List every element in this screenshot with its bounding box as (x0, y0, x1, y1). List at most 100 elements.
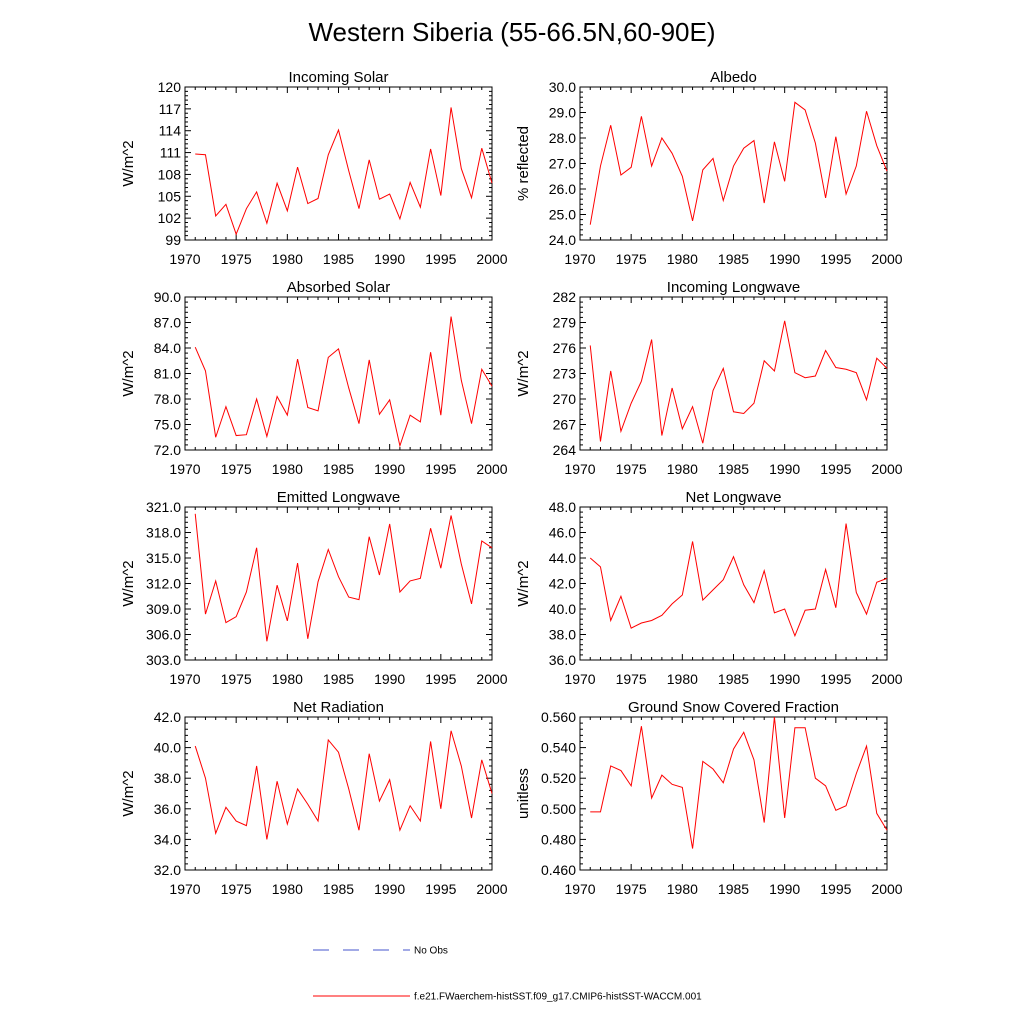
x-tick-label: 1985 (718, 881, 749, 897)
y-tick-label: 38.0 (549, 627, 576, 643)
panel-incoming-solar: Incoming Solar 99 102 105 108 111 114 117 120 197… (120, 69, 508, 267)
x-tick-label: 1980 (272, 251, 303, 267)
y-tick-label: 44.0 (549, 550, 576, 566)
legend-model-label: f.e21.FWaerchem-histSST.f09_g17.CMIP6-hi… (414, 992, 702, 1003)
y-tick-label: 30.0 (549, 79, 576, 95)
y-axis-label: % reflected (515, 126, 532, 201)
y-tick-label: 0.540 (541, 740, 576, 756)
panel-title: Net Longwave (686, 489, 782, 506)
x-tick-label: 1975 (221, 251, 252, 267)
y-tick-label: 279 (553, 315, 577, 331)
series-line (589, 101, 888, 225)
y-tick-label: 264 (553, 442, 577, 458)
y-tick-label: 32.0 (154, 862, 181, 878)
x-tick-label: 1985 (718, 671, 749, 687)
y-tick-label: 303.0 (146, 652, 181, 668)
y-tick-label: 282 (553, 289, 577, 305)
x-tick-label: 2000 (476, 881, 507, 897)
x-tick-label: 1980 (667, 251, 698, 267)
x-tick-label: 1975 (616, 881, 647, 897)
y-tick-label: 36.0 (549, 652, 576, 668)
x-tick-label: 1990 (374, 251, 405, 267)
y-tick-label: 40.0 (549, 601, 576, 617)
x-tick-label: 1980 (667, 671, 698, 687)
series-line (194, 730, 493, 840)
x-tick-label: 1995 (820, 461, 851, 477)
y-tick-label: 26.0 (549, 181, 576, 197)
y-tick-label: 105 (158, 188, 182, 204)
y-tick-label: 78.0 (154, 391, 181, 407)
x-tick-label: 1980 (667, 881, 698, 897)
x-tick-label: 1970 (169, 251, 200, 267)
x-tick-label: 1990 (374, 671, 405, 687)
x-tick-label: 1970 (564, 251, 595, 267)
y-tick-label: 111 (160, 145, 181, 161)
x-tick-label: 1975 (221, 671, 252, 687)
y-tick-label: 270 (553, 391, 577, 407)
y-tick-label: 0.520 (541, 770, 576, 786)
panel-net-longwave: Net Longwave 36.0 38.0 40.0 42.0 44.0 46.0 48.0… (515, 489, 903, 687)
x-tick-label: 1980 (272, 881, 303, 897)
y-tick-label: 84.0 (154, 340, 181, 356)
y-tick-label: 29.0 (549, 105, 576, 121)
panel-title: Incoming Longwave (667, 279, 800, 296)
y-axis-label: W/m^2 (515, 350, 532, 396)
y-tick-label: 306.0 (146, 627, 181, 643)
y-tick-label: 0.480 (541, 831, 576, 847)
y-tick-label: 0.460 (541, 862, 576, 878)
x-tick-label: 1995 (820, 251, 851, 267)
x-tick-label: 2000 (871, 461, 902, 477)
x-tick-label: 1985 (718, 461, 749, 477)
panel-albedo: Albedo 24.0 25.0 26.0 27.0 28.0 29.0 30.0 1970 19… (515, 69, 903, 267)
y-axis-label: W/m^2 (120, 140, 137, 186)
x-tick-label: 2000 (871, 251, 902, 267)
panel-title: Absorbed Solar (287, 279, 390, 296)
x-tick-label: 1985 (718, 251, 749, 267)
panel-net-radiation: Net Radiation 32.0 34.0 36.0 38.0 40.0 42.0 197… (120, 699, 508, 897)
x-tick-label: 1990 (374, 881, 405, 897)
y-tick-label: 267 (553, 417, 577, 433)
y-tick-label: 24.0 (549, 232, 576, 248)
y-tick-label: 25.0 (549, 207, 576, 223)
x-tick-label: 2000 (871, 671, 902, 687)
x-tick-label: 1995 (425, 671, 456, 687)
y-tick-label: 0.560 (541, 709, 576, 725)
x-tick-label: 2000 (476, 461, 507, 477)
panel-title: Albedo (710, 69, 757, 86)
y-tick-label: 108 (158, 166, 182, 182)
legend: No Obs f.e21.FWaerchem-histSST.f09_g17.C… (313, 946, 702, 1003)
y-tick-label: 87.0 (154, 315, 181, 331)
panel-title: Ground Snow Covered Fraction (628, 699, 839, 716)
x-tick-label: 2000 (476, 251, 507, 267)
x-tick-label: 1970 (169, 881, 200, 897)
x-tick-label: 1995 (425, 461, 456, 477)
y-tick-label: 120 (158, 79, 182, 95)
y-tick-label: 114 (159, 123, 182, 139)
y-tick-label: 273 (553, 366, 577, 382)
series-line (195, 107, 493, 236)
y-tick-label: 117 (159, 101, 182, 117)
x-tick-label: 1990 (769, 251, 800, 267)
x-tick-label: 1975 (616, 251, 647, 267)
series-line (589, 320, 888, 444)
panels: Incoming Solar 99 102 105 108 111 114 117 120 197… (120, 69, 903, 897)
x-tick-label: 1995 (820, 671, 851, 687)
x-tick-label: 1980 (667, 461, 698, 477)
x-tick-label: 1980 (272, 671, 303, 687)
y-tick-label: 309.0 (146, 601, 181, 617)
panel-incoming-longwave: Incoming Longwave 264 267 270 273 276 279 282 19… (515, 279, 903, 477)
y-tick-label: 75.0 (154, 417, 181, 433)
y-tick-label: 46.0 (549, 525, 576, 541)
x-tick-label: 1990 (769, 671, 800, 687)
y-tick-label: 276 (553, 340, 577, 356)
y-tick-label: 90.0 (154, 289, 181, 305)
x-tick-label: 1985 (323, 671, 354, 687)
panel-title: Emitted Longwave (277, 489, 400, 506)
x-tick-label: 1985 (323, 881, 354, 897)
x-tick-label: 1975 (221, 881, 252, 897)
x-tick-label: 2000 (476, 671, 507, 687)
panel-title: Incoming Solar (288, 69, 388, 86)
x-tick-label: 1970 (169, 461, 200, 477)
x-tick-label: 1985 (323, 251, 354, 267)
y-axis-label: W/m^2 (515, 560, 532, 606)
